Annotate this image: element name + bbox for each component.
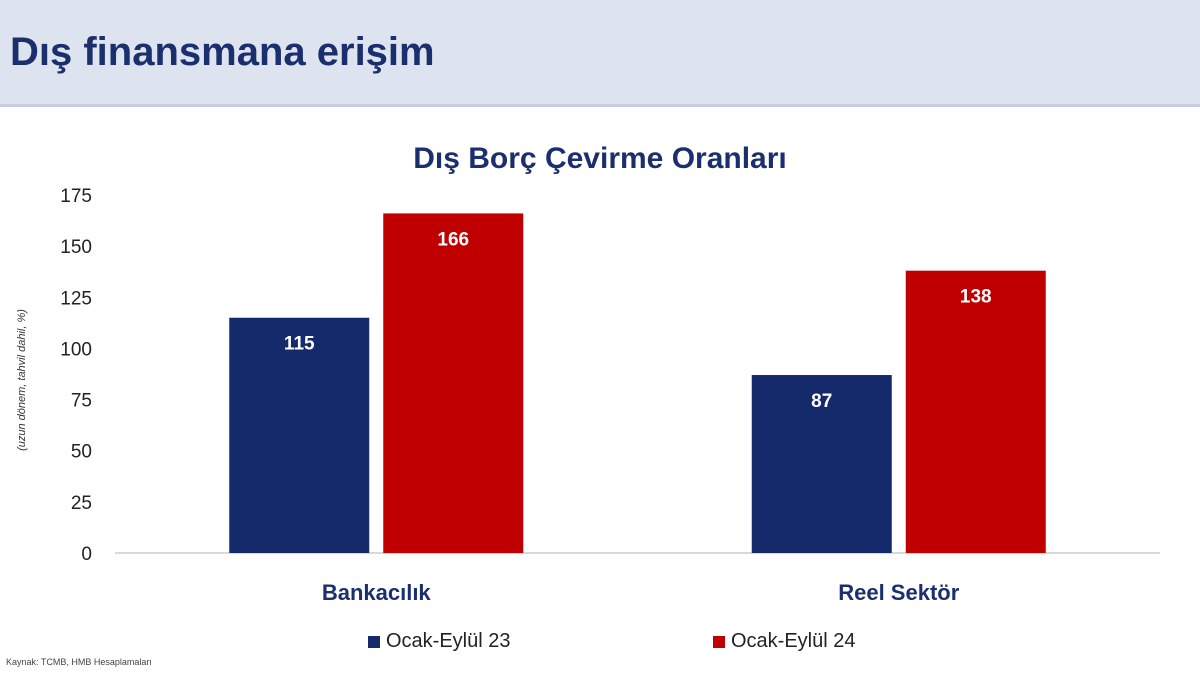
y-tick-label: 0 bbox=[81, 544, 92, 565]
legend-label: Ocak-Eylül 24 bbox=[731, 630, 856, 652]
source-note: Kaynak: TCMB, HMB Hesaplamaları bbox=[6, 657, 152, 667]
y-tick-label: 50 bbox=[71, 442, 92, 463]
y-tick-label: 25 bbox=[71, 493, 92, 514]
data-label: 87 bbox=[811, 391, 832, 412]
y-tick-label: 150 bbox=[60, 237, 92, 258]
legend-swatch bbox=[368, 635, 380, 648]
bar bbox=[751, 375, 892, 553]
data-label: 166 bbox=[437, 229, 469, 250]
page-title: Dış finansmana erişim bbox=[10, 30, 435, 74]
bar bbox=[383, 213, 524, 553]
y-tick-label: 175 bbox=[60, 186, 92, 207]
x-tick-label: Reel Sektör bbox=[838, 580, 959, 605]
data-label: 138 bbox=[960, 287, 992, 308]
header-band: Dış finansmana erişim bbox=[0, 0, 1200, 107]
y-tick-label: 125 bbox=[60, 288, 92, 309]
legend-item-0: Ocak-Eylül 23 bbox=[368, 630, 511, 653]
legend-item-1: Ocak-Eylül 24 bbox=[713, 630, 856, 653]
bar bbox=[229, 317, 370, 553]
x-tick-label: Bankacılık bbox=[322, 580, 432, 605]
data-label: 115 bbox=[284, 334, 315, 355]
chart-title: Dış Borç Çevirme Oranları bbox=[413, 142, 787, 175]
y-tick-label: 75 bbox=[71, 391, 92, 412]
y-tick-label: 100 bbox=[60, 339, 92, 360]
legend-swatch bbox=[713, 635, 725, 648]
legend-label: Ocak-Eylül 23 bbox=[386, 630, 511, 652]
bar bbox=[905, 270, 1046, 553]
